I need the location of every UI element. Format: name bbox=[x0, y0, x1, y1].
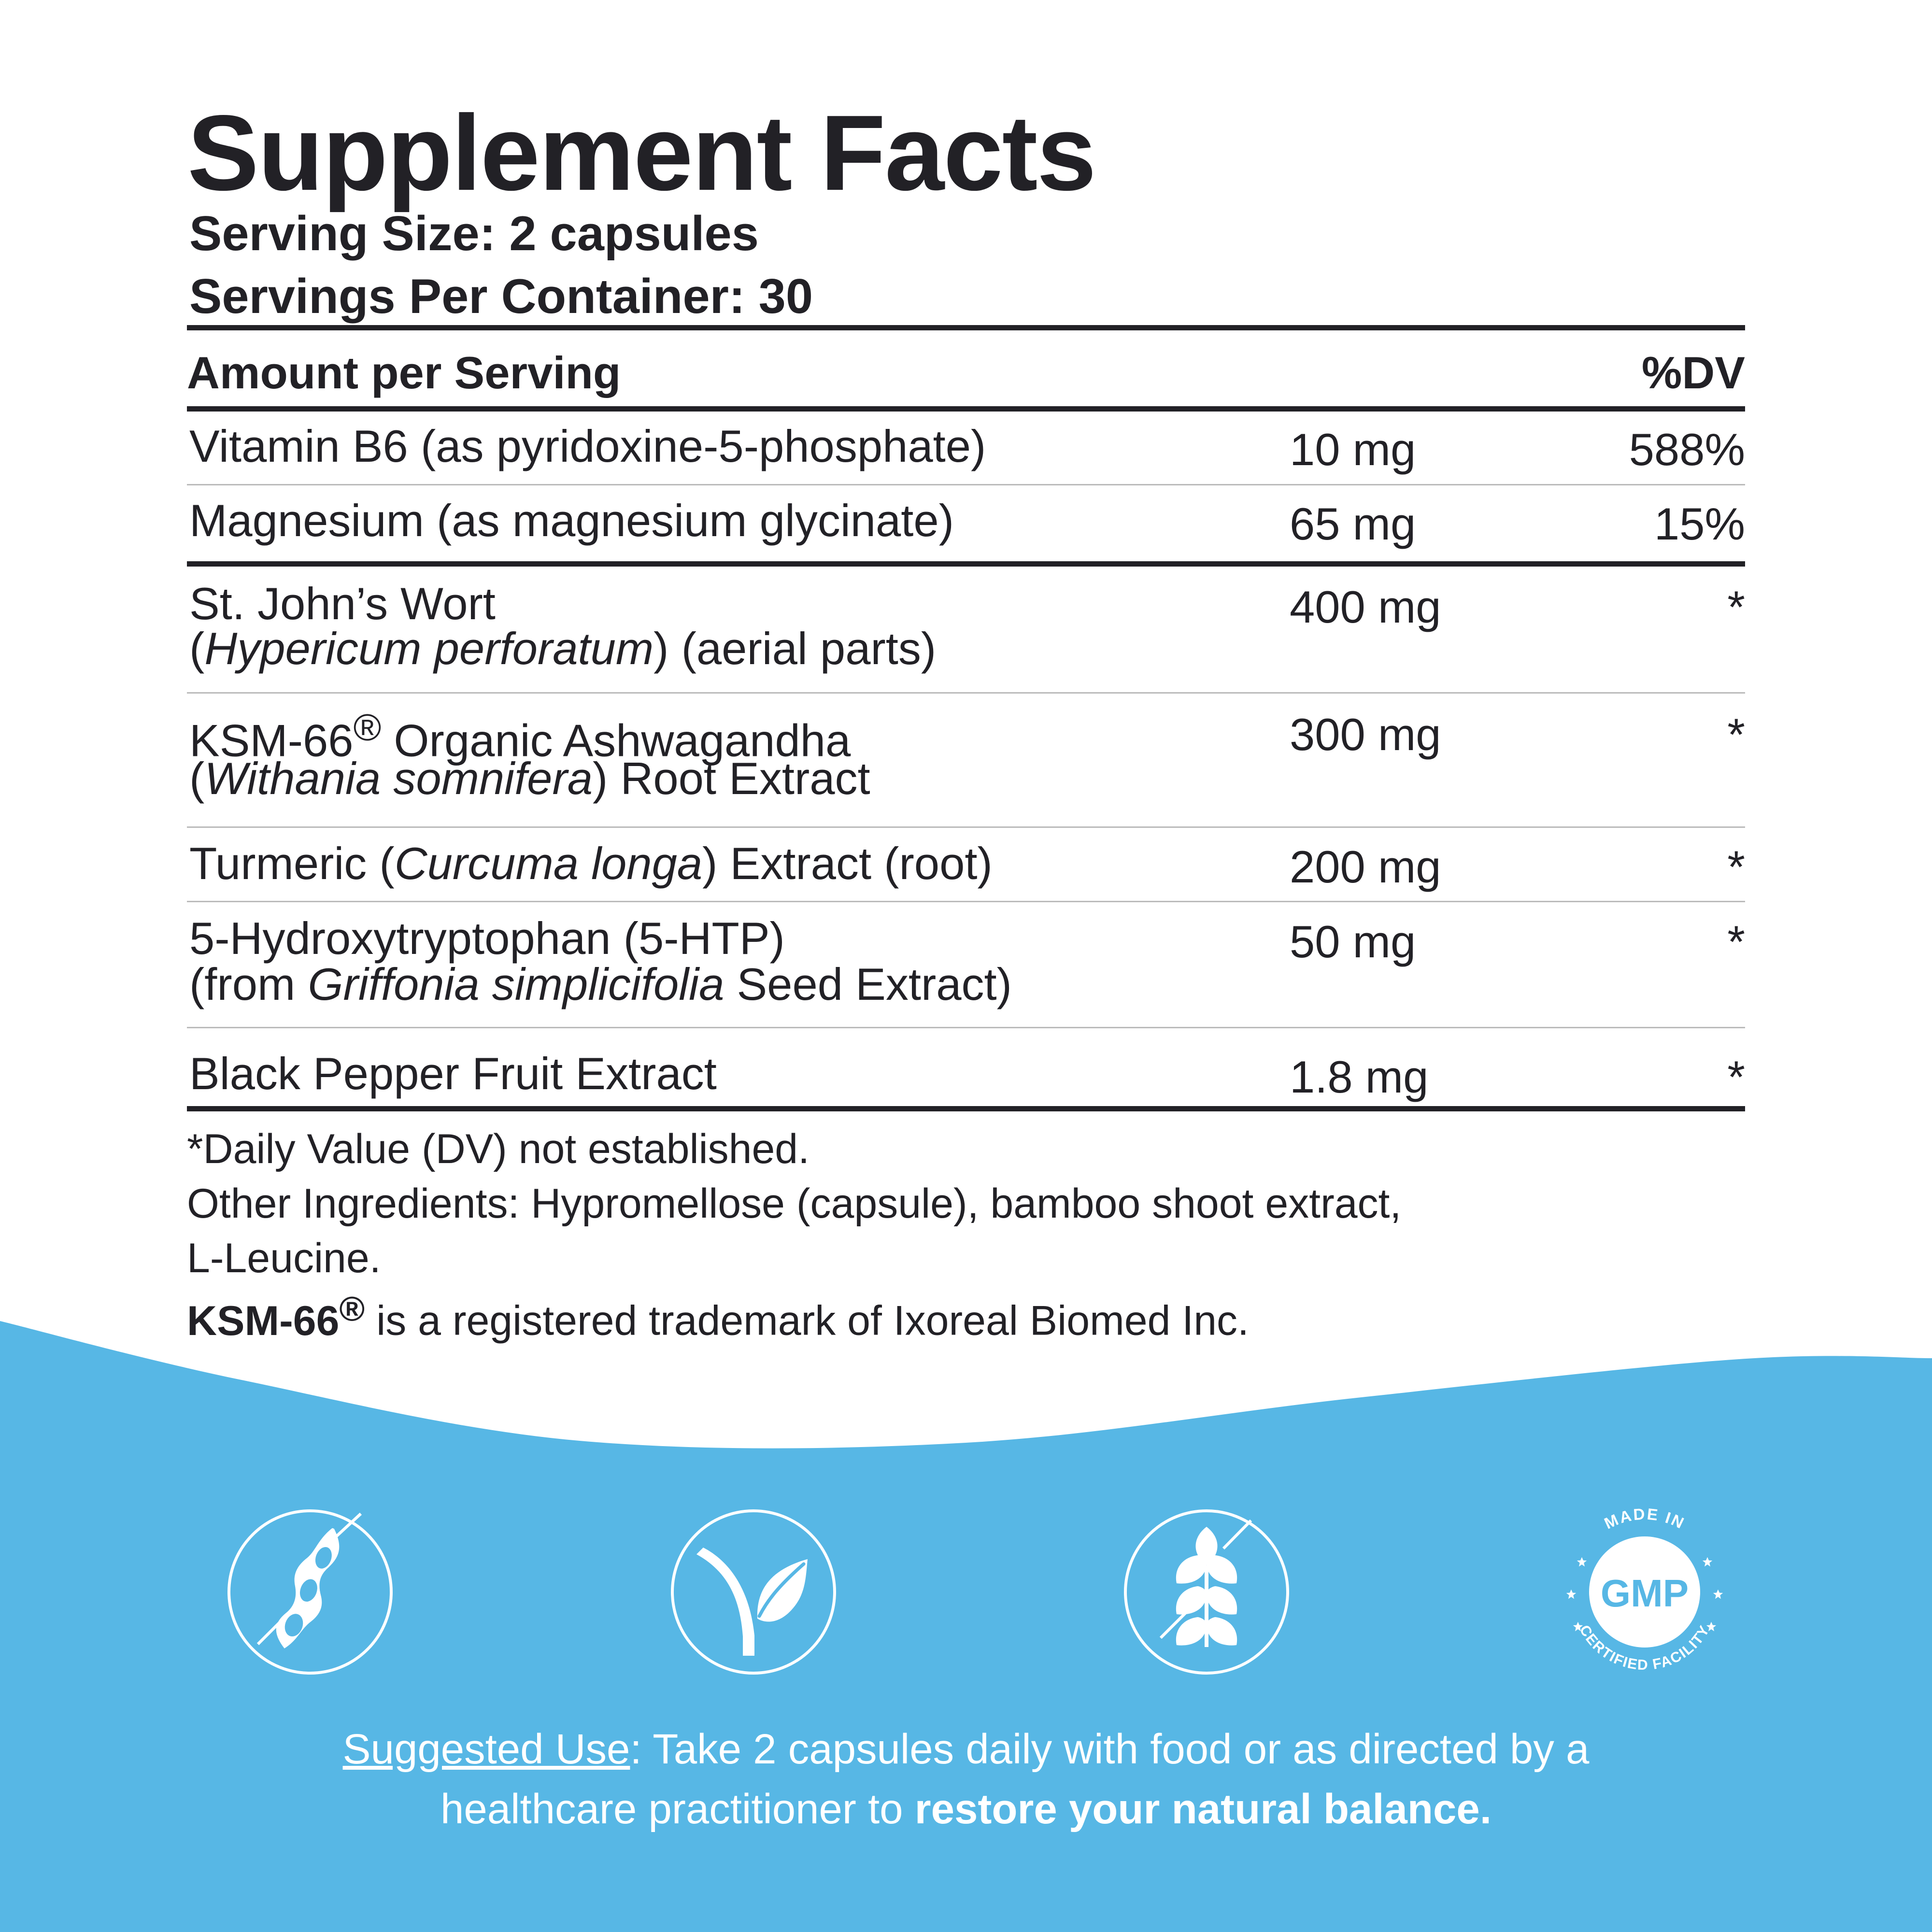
svg-text:GMP: GMP bbox=[1601, 1572, 1689, 1615]
